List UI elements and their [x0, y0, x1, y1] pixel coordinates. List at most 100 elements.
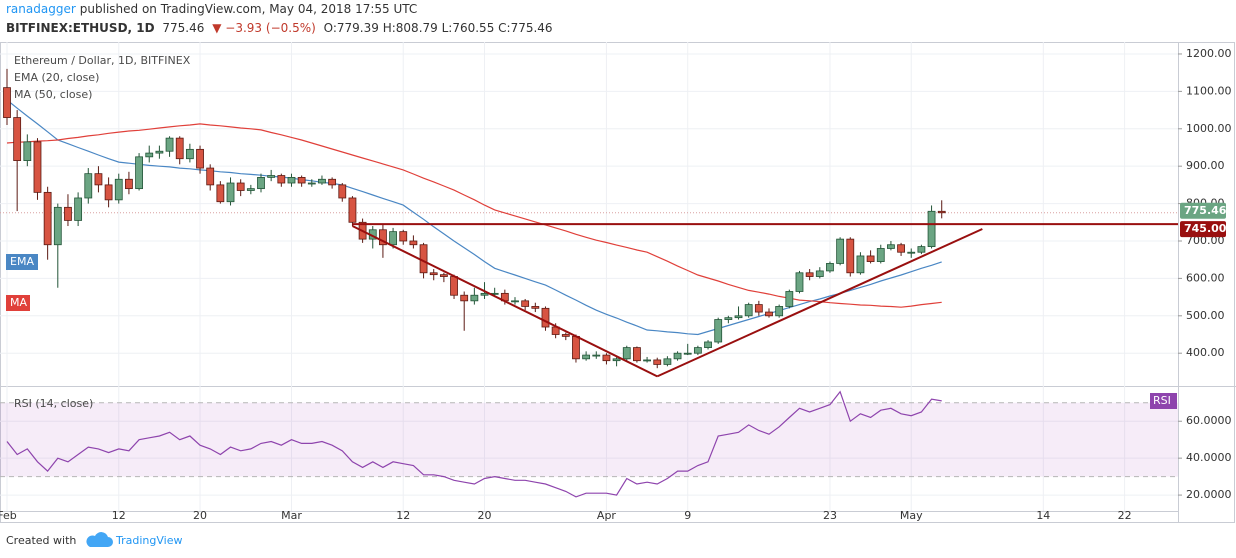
rsi-line: [6, 390, 942, 498]
footer: Created with: [6, 532, 113, 547]
price-tag-label: 775.46: [1184, 204, 1227, 217]
footer-text: Created with: [6, 534, 76, 547]
tags: 400.00500.00600.00700.00800.00900.001000…: [0, 47, 1232, 522]
legend-entry: MA (50, close): [14, 88, 92, 101]
y-tick-label: 900.00: [1186, 159, 1225, 172]
candle-body: [226, 182, 235, 203]
candle-body: [348, 197, 357, 223]
candle-body: [196, 148, 204, 169]
x-tick-label: Mar: [281, 509, 302, 522]
footer-brand[interactable]: TradingView: [112, 529, 202, 553]
author[interactable]: ranadagger: [6, 2, 76, 16]
candle-body: [744, 304, 753, 317]
x-tick-label: Feb: [0, 509, 17, 522]
candle-body: [3, 87, 11, 118]
candle-body: [734, 315, 743, 319]
publish-line: ranadagger published on TradingView.com, …: [6, 2, 421, 16]
y-tick-label: 60.0000: [1186, 414, 1232, 427]
candle-body: [876, 248, 885, 262]
candle-body: [633, 347, 641, 362]
candle-body: [419, 244, 428, 274]
candle-body: [267, 175, 276, 178]
candle-body: [318, 178, 326, 184]
candle-body: [409, 240, 418, 246]
x-tick-label: 9: [684, 509, 691, 522]
candle-body: [104, 184, 113, 201]
x-tick-label: Apr: [597, 509, 617, 522]
grid: [0, 42, 1182, 511]
legend-entry: EMA (20, close): [14, 71, 99, 84]
y-tick-label: 20.0000: [1186, 488, 1232, 501]
logo: [86, 532, 113, 547]
rsi-band: [0, 402, 1178, 477]
candle-body: [23, 141, 32, 161]
candle-body: [653, 359, 662, 365]
candle-body: [450, 276, 458, 296]
candle-body: [785, 291, 794, 307]
candle-body: [84, 173, 93, 199]
marks: [0, 68, 1178, 498]
brand[interactable]: TradingView: [115, 534, 182, 547]
candle-body: [125, 178, 133, 190]
candle-body: [145, 152, 154, 158]
y-tick-label: 400.00: [1186, 346, 1225, 359]
candle-body: [297, 177, 306, 184]
candle-body: [439, 274, 448, 277]
candle-body: [389, 231, 397, 246]
y-tick-label: 1000.00: [1186, 122, 1232, 135]
down-arrow: ▼: [212, 21, 222, 35]
x-tick-label: 20: [478, 509, 492, 522]
candle-body: [460, 294, 469, 302]
ohlc: O:779.39: [323, 21, 379, 35]
candle-body: [815, 270, 824, 277]
chart-title: Ethereum / Dollar, 1D, BITFINEX: [14, 54, 191, 67]
ohlc: C:775.46: [498, 21, 553, 35]
symbol-line: BITFINEX:ETHUSD, 1D 775.46 ▼ −3.93 (−0.5…: [6, 21, 557, 35]
candle-body: [94, 173, 103, 186]
change: −3.93 (−0.5%): [225, 21, 316, 35]
series-tag: [6, 254, 38, 270]
candle-body: [135, 156, 143, 190]
candle-body: [765, 311, 773, 317]
x-tick-label: 23: [823, 509, 837, 522]
candle-body: [64, 206, 72, 221]
series-tag: [6, 295, 30, 311]
candle-body: [805, 272, 814, 277]
candle-body: [257, 177, 265, 190]
candle-body: [714, 319, 723, 343]
candle-body: [775, 306, 784, 317]
ohlc: H:808.79: [382, 21, 438, 35]
candle-body: [643, 359, 651, 362]
price: 775.46: [162, 21, 205, 35]
candle-body: [856, 255, 865, 274]
y-tick-label: 40.0000: [1186, 451, 1232, 464]
candle-body: [582, 354, 591, 360]
candle-body: [379, 229, 387, 246]
candle-body: [277, 175, 286, 184]
legend-entry: RSI (14, close): [14, 397, 93, 410]
x-tick-label: 14: [1036, 509, 1050, 522]
price-tag-label: 745.00: [1184, 222, 1227, 235]
y-tick-label: 700.00: [1186, 234, 1225, 247]
candle-body: [74, 197, 83, 221]
candle-body: [907, 251, 916, 254]
candle-body: [724, 317, 733, 320]
candle-body: [399, 231, 408, 242]
candle-body: [165, 137, 174, 152]
rsi-tag-label: RSI: [1153, 394, 1171, 407]
candle-body: [541, 307, 550, 328]
x-tick-label: 12: [112, 509, 126, 522]
series-tag-label: MA: [10, 296, 27, 309]
price-tag: [1180, 221, 1226, 238]
candle-body: [53, 206, 62, 246]
y-tick-label: 500.00: [1186, 309, 1225, 322]
candle-body: [521, 300, 530, 307]
rsi-tag: [1150, 393, 1177, 409]
candle-body: [866, 255, 875, 262]
candle-body: [897, 244, 905, 253]
series-tag-label: EMA: [10, 255, 34, 268]
candle-body: [470, 294, 479, 302]
candle-body: [612, 358, 621, 362]
y-tick-label: 1200.00: [1186, 47, 1232, 60]
